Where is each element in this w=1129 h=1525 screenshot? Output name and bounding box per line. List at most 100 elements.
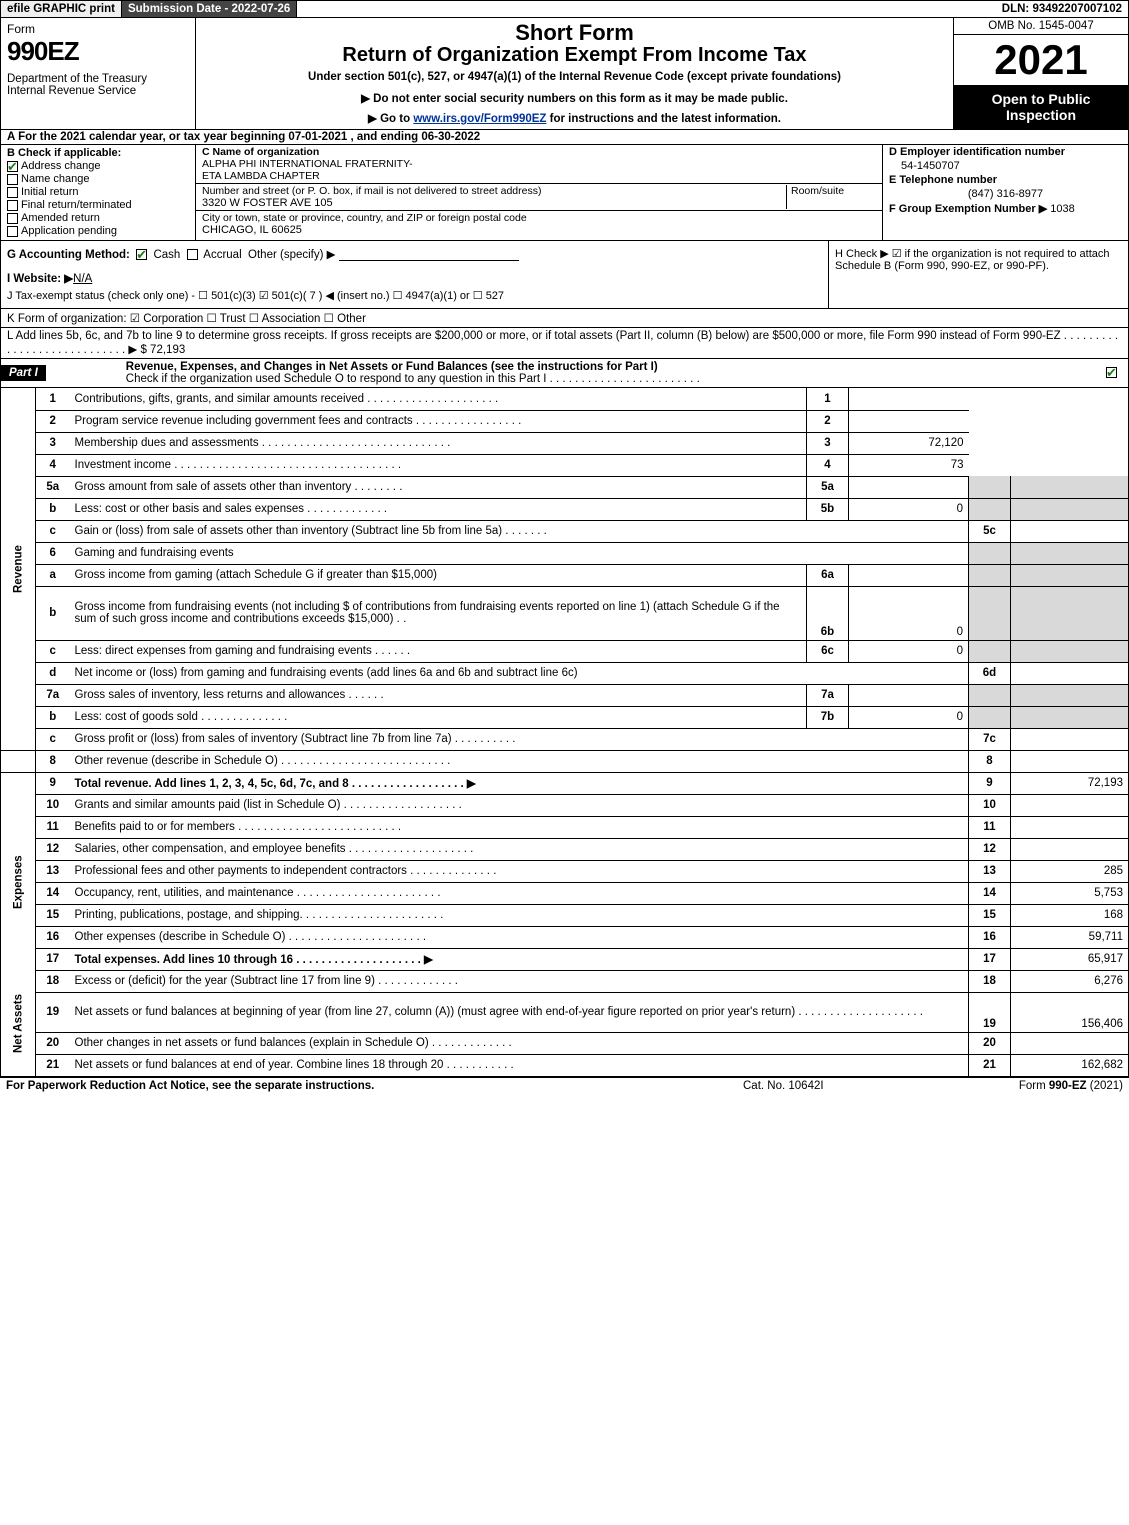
line-desc: Gaming and fundraising events xyxy=(70,542,969,564)
addr-value: 3320 W FOSTER AVE 105 xyxy=(202,197,333,209)
line-val: 285 xyxy=(1011,860,1129,882)
line-desc: Grants and similar amounts paid (list in… xyxy=(70,794,969,816)
shade xyxy=(1011,640,1129,662)
line-desc: Less: cost of goods sold . . . . . . . .… xyxy=(70,706,807,728)
shade xyxy=(1011,684,1129,706)
line-desc: Net assets or fund balances at end of ye… xyxy=(70,1054,969,1076)
checkbox-icon xyxy=(7,174,18,185)
line-ref: 18 xyxy=(969,970,1011,992)
checkbox-icon xyxy=(7,187,18,198)
department-label: Department of the Treasury Internal Reve… xyxy=(7,73,189,97)
line-val xyxy=(1011,816,1129,838)
room-label: Room/suite xyxy=(791,185,844,197)
website-value: N/A xyxy=(73,273,92,285)
shade xyxy=(969,586,1011,640)
line-ref: 16 xyxy=(969,926,1011,948)
line-desc: Program service revenue including govern… xyxy=(70,410,807,432)
chk-final-return[interactable]: Final return/terminated xyxy=(7,199,189,211)
org-name-cell: C Name of organization ALPHA PHI INTERNA… xyxy=(196,145,882,184)
chk-address-change[interactable]: Address change xyxy=(7,160,189,172)
line-desc: Excess or (deficit) for the year (Subtra… xyxy=(70,970,969,992)
chk-name-change[interactable]: Name change xyxy=(7,173,189,185)
inner-ref: 6c xyxy=(807,640,849,662)
col-c-org-info: C Name of organization ALPHA PHI INTERNA… xyxy=(196,145,883,240)
checkbox-icon xyxy=(1106,367,1117,378)
group-exemption: F Group Exemption Number ▶ 1038 xyxy=(883,201,1128,216)
tax-year: 2021 xyxy=(954,35,1128,85)
row-j: J Tax-exempt status (check only one) - ☐… xyxy=(7,289,822,302)
addr-label: Number and street (or P. O. box, if mail… xyxy=(202,185,541,197)
goto-pre: ▶ Go to xyxy=(368,113,413,125)
inner-val: 0 xyxy=(849,706,969,728)
efile-print-button[interactable]: efile GRAPHIC print xyxy=(1,1,122,17)
shade xyxy=(969,498,1011,520)
checkbox-icon xyxy=(7,213,18,224)
line-ref: 9 xyxy=(969,772,1011,794)
form-number: 990EZ xyxy=(7,36,189,67)
line-val: 59,711 xyxy=(1011,926,1129,948)
section-netassets: Net Assets xyxy=(1,970,36,1076)
line-num: 14 xyxy=(36,882,70,904)
row-h: H Check ▶ ☑ if the organization is not r… xyxy=(828,241,1128,308)
line-desc: Less: cost or other basis and sales expe… xyxy=(70,498,807,520)
line-num: 20 xyxy=(36,1032,70,1054)
checkbox-icon xyxy=(7,200,18,211)
line-num: 18 xyxy=(36,970,70,992)
line-num: a xyxy=(36,564,70,586)
line-desc: Net assets or fund balances at beginning… xyxy=(70,992,969,1032)
spacer xyxy=(1,750,36,772)
block-b-through-f: B Check if applicable: Address change Na… xyxy=(0,145,1129,241)
org-name-label: C Name of organization xyxy=(202,146,319,158)
other-specify-input[interactable] xyxy=(339,247,519,261)
footer-right: Form 990-EZ (2021) xyxy=(943,1080,1123,1092)
part1-schedule-o-check[interactable] xyxy=(1098,367,1128,379)
line-val: 65,917 xyxy=(1011,948,1129,970)
inner-val: 0 xyxy=(849,586,969,640)
irs-link[interactable]: www.irs.gov/Form990EZ xyxy=(413,113,546,125)
row-l-value: $ 72,193 xyxy=(140,344,185,356)
chk-initial-return[interactable]: Initial return xyxy=(7,186,189,198)
inner-ref: 7b xyxy=(807,706,849,728)
line-desc: Gain or (loss) from sale of assets other… xyxy=(70,520,969,542)
ein-value: 54-1450707 xyxy=(883,159,1128,173)
line-num: 2 xyxy=(36,410,70,432)
line-desc: Membership dues and assessments . . . . … xyxy=(70,432,807,454)
line-desc: Gross profit or (loss) from sales of inv… xyxy=(70,728,969,750)
line-num: b xyxy=(36,706,70,728)
form-label: Form xyxy=(7,22,189,36)
line-ref: 11 xyxy=(969,816,1011,838)
title-short-form: Short Form xyxy=(204,20,945,46)
chk-application-pending[interactable]: Application pending xyxy=(7,225,189,237)
form-header-right: OMB No. 1545-0047 2021 Open to Public In… xyxy=(953,18,1128,129)
chk-amended-return[interactable]: Amended return xyxy=(7,212,189,224)
line-ref: 20 xyxy=(969,1032,1011,1054)
line-ref: 21 xyxy=(969,1054,1011,1076)
line-ref: 5c xyxy=(969,520,1011,542)
line-num: 16 xyxy=(36,926,70,948)
inner-ref: 5a xyxy=(807,476,849,498)
open-to-public: Open to Public Inspection xyxy=(954,85,1128,129)
line-ref: 2 xyxy=(807,410,849,432)
line-val: 5,753 xyxy=(1011,882,1129,904)
line-num: 8 xyxy=(36,750,70,772)
line-val: 72,193 xyxy=(1011,772,1129,794)
row-a-text: A For the 2021 calendar year, or tax yea… xyxy=(7,131,480,143)
inner-ref: 7a xyxy=(807,684,849,706)
line-ref: 14 xyxy=(969,882,1011,904)
checkbox-icon xyxy=(136,249,147,260)
spacer xyxy=(1,772,36,794)
row-g: G Accounting Method: Cash Accrual Other … xyxy=(7,247,822,261)
submission-date-button[interactable]: Submission Date - 2022-07-26 xyxy=(122,1,297,17)
line-num: 12 xyxy=(36,838,70,860)
line-ref: 4 xyxy=(807,454,849,476)
line-num: b xyxy=(36,586,70,640)
checkbox-icon xyxy=(187,249,198,260)
line-ref: 17 xyxy=(969,948,1011,970)
line-val xyxy=(1011,750,1129,772)
footer: For Paperwork Reduction Act Notice, see … xyxy=(0,1077,1129,1094)
inner-val: 0 xyxy=(849,498,969,520)
line-desc: Salaries, other compensation, and employ… xyxy=(70,838,969,860)
line-num: 10 xyxy=(36,794,70,816)
line-desc: Total revenue. Add lines 1, 2, 3, 4, 5c,… xyxy=(70,772,969,794)
line-ref: 6d xyxy=(969,662,1011,684)
